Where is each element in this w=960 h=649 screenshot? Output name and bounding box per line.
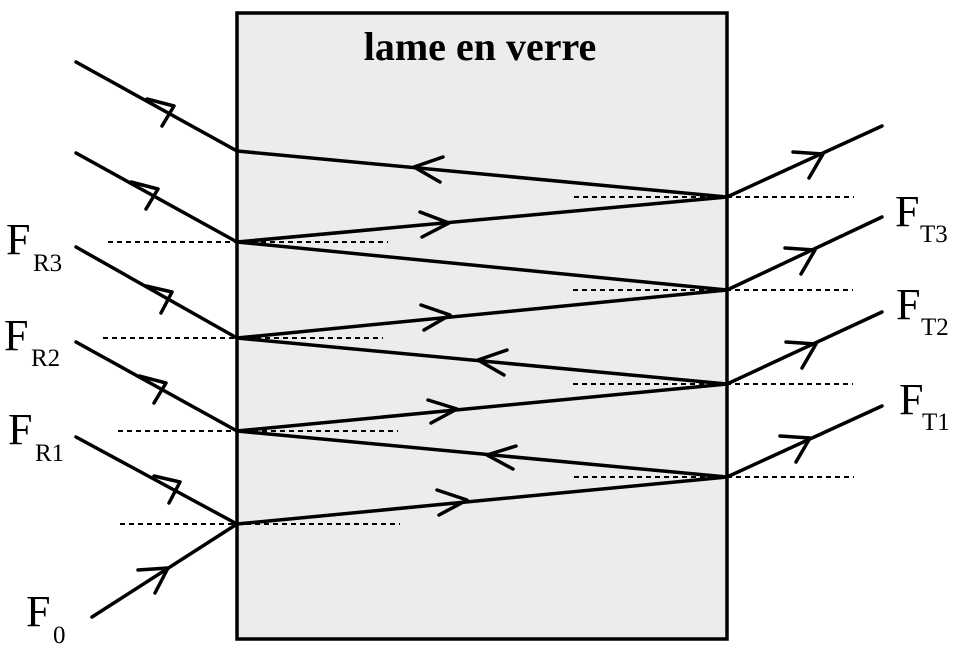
arrowheads	[129, 97, 825, 595]
arrowhead-internal-forward-4	[418, 210, 451, 239]
transmitted-ray-t3	[725, 215, 884, 292]
label-ft2-main: F	[896, 280, 920, 329]
incident-ray	[90, 522, 239, 619]
label-ft2-sub: T2	[921, 314, 949, 341]
arrowhead-transmitted-1	[778, 434, 812, 464]
arrowhead-internal-forward-3	[419, 303, 452, 332]
label-fr1-main: F	[8, 405, 32, 454]
arrowhead-internal-forward-2	[426, 398, 459, 425]
arrowhead-internal-forward-1	[435, 488, 469, 517]
label-ft1-sub: T1	[922, 409, 950, 436]
arrowhead-reflected-2	[137, 374, 168, 405]
transmitted-ray-t2	[725, 310, 884, 386]
arrowhead-internal-back-1	[485, 444, 518, 471]
label-ft3-main: F	[895, 187, 919, 236]
arrowhead-reflected-1	[152, 474, 182, 505]
label-ft3: F T3	[895, 187, 948, 248]
label-fr1: F R1	[8, 405, 64, 467]
label-fr2-main: F	[4, 311, 28, 360]
label-ft1: F T1	[899, 375, 950, 436]
label-fr3-sub: R3	[33, 250, 62, 277]
transmitted-ray-t4	[725, 124, 884, 199]
reflected-rays	[74, 60, 239, 526]
reflected-ray-r5	[74, 60, 239, 153]
label-f0: F 0	[26, 587, 66, 649]
label-fr1-sub: R1	[35, 440, 64, 467]
label-ft3-sub: T3	[920, 221, 948, 248]
slab-title: lame en verre	[364, 24, 596, 69]
arrowhead-internal-back-3	[412, 155, 445, 184]
glass-slab	[235, 11, 729, 641]
arrowhead-reflected-4	[129, 180, 160, 211]
arrowhead-transmitted-3	[783, 246, 817, 276]
transmitted-ray-t1	[725, 404, 884, 479]
reflected-ray-r3	[74, 245, 239, 340]
label-fr3: F R3	[6, 215, 62, 277]
label-f0-sub: 0	[53, 622, 66, 649]
arrowhead-reflected-5	[145, 97, 176, 128]
arrowhead-incident	[136, 566, 170, 595]
label-ft2: F T2	[896, 280, 949, 341]
label-f0-main: F	[26, 587, 50, 636]
reflected-ray-r2	[74, 340, 239, 433]
label-ft1-main: F	[899, 375, 923, 424]
label-fr3-main: F	[6, 215, 30, 264]
reflected-ray-r1	[74, 435, 239, 526]
label-fr2: F R2	[4, 311, 60, 372]
reflected-ray-r4	[74, 151, 239, 244]
arrowhead-internal-back-2	[476, 348, 509, 377]
transmitted-rays	[725, 124, 884, 479]
arrowhead-transmitted-2	[784, 340, 818, 370]
arrowhead-reflected-3	[144, 284, 174, 315]
arrowhead-transmitted-4	[791, 150, 825, 180]
label-fr2-sub: R2	[31, 345, 60, 372]
